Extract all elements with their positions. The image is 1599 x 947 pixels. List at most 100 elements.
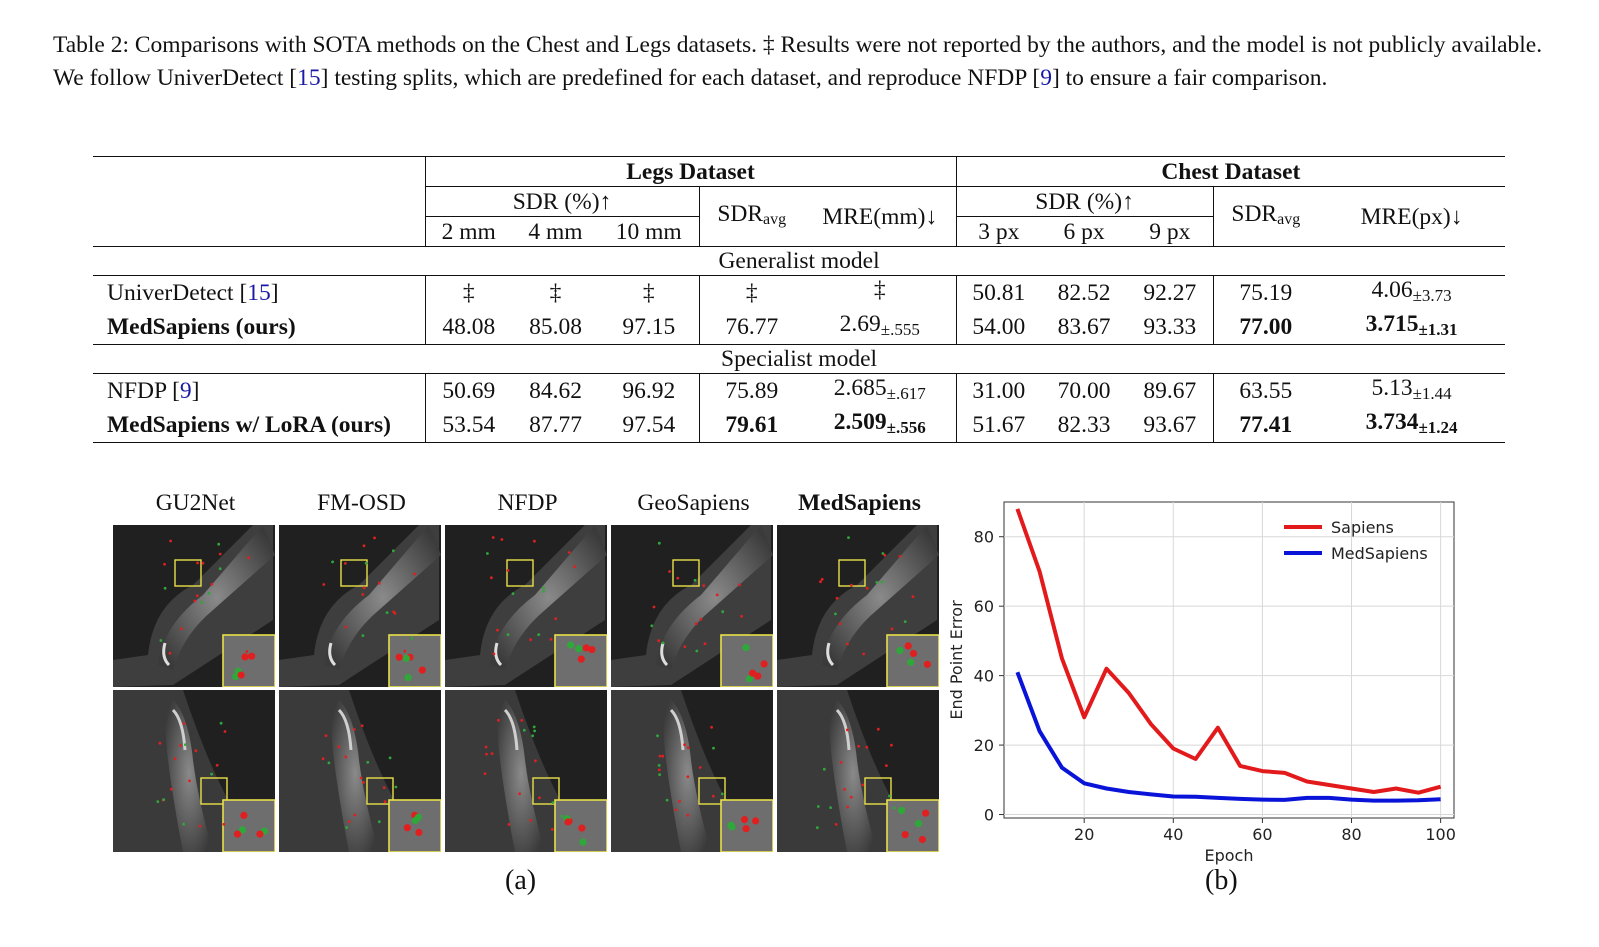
caption-part-4: ] to ensure a: [1051, 64, 1168, 91]
x-tick-label: 60: [1252, 825, 1272, 844]
col-title-nfdp: NFDP: [497, 490, 558, 516]
x-tick-label: 80: [1341, 825, 1361, 844]
legend-label-medsapiens: MedSapiens: [1331, 544, 1428, 563]
x-tick-label: 40: [1163, 825, 1183, 844]
chest-sdr-header: SDR (%)↑: [955, 186, 1214, 217]
y-tick-label: 80: [974, 528, 994, 547]
legs-col-10mm: 10 mm: [615, 218, 682, 245]
ct-image-panel: [445, 525, 607, 687]
legs-sdr-header: SDR (%)↑: [424, 186, 699, 217]
cell: ‡: [642, 280, 655, 306]
cell: 2.685±.617: [833, 375, 926, 403]
citation-link-9[interactable]: 9: [1040, 64, 1052, 91]
col-title-fm-osd: FM-OSD: [317, 490, 406, 516]
cell: 48.08: [424, 310, 512, 345]
cell: 77.41: [1212, 408, 1319, 443]
col-title-gu2net: GU2Net: [155, 490, 236, 516]
table-row: UniverDetect [15] ‡ ‡ ‡ ‡ ‡ 50.81 82.52 …: [93, 275, 1505, 310]
cell: ‡: [549, 280, 562, 306]
row-name: MedSapiens w/ LoRA (ours): [93, 408, 425, 443]
cell: 2.509±.556: [804, 408, 957, 443]
col-title-medsapiens: MedSapiens: [798, 490, 921, 516]
chart-svg: 20 40 60 80 100 0 20 40 60 80 Sapiens MedSapiens Epo…: [947, 501, 1456, 865]
x-axis-label: Epoch: [1205, 846, 1254, 865]
chest-col-6px: 6 px: [1063, 218, 1105, 245]
cell: 3.734±1.24: [1318, 408, 1506, 443]
series-line-medsapiens: [1015, 671, 1441, 803]
citation-link-9[interactable]: 9: [179, 378, 192, 404]
cell: 79.61: [698, 408, 804, 443]
table-caption: Table 2: Comparisons with SOTA methods o…: [53, 29, 1553, 94]
generalist-section-label: Generalist model: [93, 246, 1506, 276]
col-title-geosapiens: GeoSapiens: [637, 490, 750, 516]
cell: 97.54: [599, 408, 699, 443]
citation-link-15[interactable]: 15: [247, 280, 271, 306]
cell: 75.19: [1212, 275, 1319, 310]
ct-image-panel: [777, 525, 939, 687]
row-name: MedSapiens (ours): [107, 314, 296, 340]
caption-line-1: Table 2: Comparisons with SOTA methods o…: [53, 32, 1363, 58]
cell: 2.69±.555: [839, 311, 920, 339]
legs-col-2mm: 2 mm: [424, 216, 512, 247]
cell: 50.69: [424, 373, 512, 408]
table-row: MedSapiens (ours) 48.08 85.08 97.15 76.7…: [93, 310, 1505, 345]
ct-image-panel: [611, 690, 773, 852]
qualitative-figure: GU2Net FM-OSD NFDP GeoSapiens MedSapiens…: [113, 490, 943, 900]
x-tick-label: 20: [1074, 825, 1094, 844]
plot-area: [1003, 501, 1455, 819]
cell: ‡: [424, 275, 512, 310]
legs-mre-header: MRE(mm)↓: [822, 203, 938, 230]
cell: 93.67: [1127, 408, 1214, 443]
chest-sdr-avg-header: SDRavg: [1212, 186, 1319, 247]
cell: 50.81: [955, 275, 1042, 310]
row-name: UniverDetect [15]: [107, 280, 279, 306]
chest-mre-header: MRE(px)↓: [1360, 203, 1463, 230]
figure-label-a: (a): [505, 865, 537, 896]
y-axis-label: End Point Error: [947, 600, 966, 720]
cell: 87.77: [512, 408, 599, 443]
ct-image-panel: [113, 525, 275, 687]
y-tick-label: 20: [974, 736, 994, 755]
ct-image-panel: [611, 525, 773, 687]
figure-label-b: (b): [1205, 865, 1238, 896]
y-tick-label: 0: [984, 806, 994, 825]
cell: 77.00: [1212, 310, 1319, 345]
ct-image-panel: [279, 690, 441, 852]
cell: 96.92: [622, 378, 676, 404]
legend-label-sapiens: Sapiens: [1331, 518, 1394, 537]
cell: 3.715±1.31: [1365, 311, 1458, 339]
ct-image-panel: [113, 690, 275, 852]
caption-part-2: publicly available. We follow UniverDete…: [53, 32, 1543, 91]
ct-image-panel: [279, 525, 441, 687]
chest-dataset-header: Chest Dataset: [955, 156, 1506, 187]
x-tick-label: 100: [1425, 825, 1456, 844]
caption-part-5: fair comparison.: [1173, 64, 1328, 91]
cell: 97.15: [622, 314, 676, 340]
legs-col-4mm: 4 mm: [528, 218, 583, 245]
cell: 92.27: [1143, 280, 1197, 306]
cell: 70.00: [1057, 378, 1111, 404]
legs-sdr-avg-header: SDRavg: [698, 186, 804, 247]
row-name: NFDP [9]: [107, 378, 200, 404]
table-row: MedSapiens w/ LoRA (ours) 53.54 87.77 97…: [93, 408, 1506, 443]
citation-link-15[interactable]: 15: [297, 64, 321, 91]
cell: 83.67: [1057, 314, 1111, 340]
y-tick-label: 40: [974, 667, 994, 686]
cell: 63.55: [1212, 373, 1319, 408]
epe-chart: 20 40 60 80 100 0 20 40 60 80 Sapiens MedSapiens Epo…: [946, 497, 1506, 867]
cell: 82.33: [1041, 408, 1128, 443]
cell: 85.08: [529, 314, 582, 340]
caption-part-3: ] testing splits, which are predefined f…: [320, 64, 1041, 91]
ct-image-panel: [445, 690, 607, 852]
cell: 93.33: [1143, 314, 1197, 340]
cell: 54.00: [955, 310, 1042, 345]
cell: 4.06±3.73: [1371, 277, 1452, 305]
cell: ‡: [873, 277, 886, 303]
chest-col-9px: 9 px: [1149, 218, 1191, 245]
specialist-section-label: Specialist model: [93, 344, 1506, 374]
cell: 31.00: [955, 373, 1042, 408]
cell: 5.13±1.44: [1371, 375, 1452, 403]
cell: ‡: [698, 275, 804, 310]
legs-dataset-header: Legs Dataset: [424, 156, 957, 187]
chest-col-3px: 3 px: [955, 216, 1042, 247]
